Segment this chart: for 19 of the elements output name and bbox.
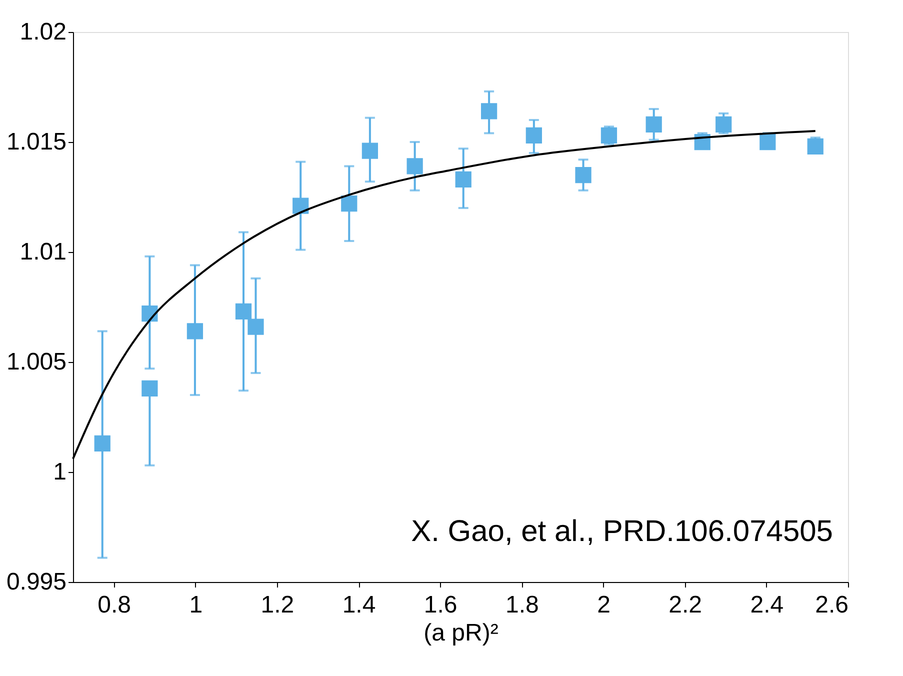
x-axis-title: (a pR)² bbox=[424, 620, 498, 646]
y-tick-label: 1.005 bbox=[6, 348, 66, 376]
x-tick-label: 2.4 bbox=[750, 592, 784, 618]
x-tick-label: 1.8 bbox=[505, 592, 539, 618]
x-tick-label: 2.6 bbox=[815, 592, 848, 618]
y-tick-label: 1.015 bbox=[6, 128, 66, 156]
x-tick-label: 1 bbox=[189, 592, 203, 618]
x-tick-label: 2 bbox=[597, 592, 610, 618]
y-tick-label: 1 bbox=[53, 458, 66, 486]
x-tick-label: 1.4 bbox=[342, 592, 376, 618]
y-tick-label: 1.02 bbox=[20, 18, 66, 46]
point bbox=[248, 318, 264, 335]
x-tick-label: 2.2 bbox=[668, 592, 702, 618]
x-tick-label: 1.2 bbox=[260, 592, 294, 618]
x-tick-label: 0.8 bbox=[98, 592, 131, 618]
y-tick-label: 0.995 bbox=[6, 568, 66, 596]
y-tick-label: 1.01 bbox=[20, 238, 66, 266]
annotation: X. Gao, et al., PRD.106.074505 bbox=[411, 515, 833, 548]
x-tick-label: 1.6 bbox=[424, 592, 458, 618]
